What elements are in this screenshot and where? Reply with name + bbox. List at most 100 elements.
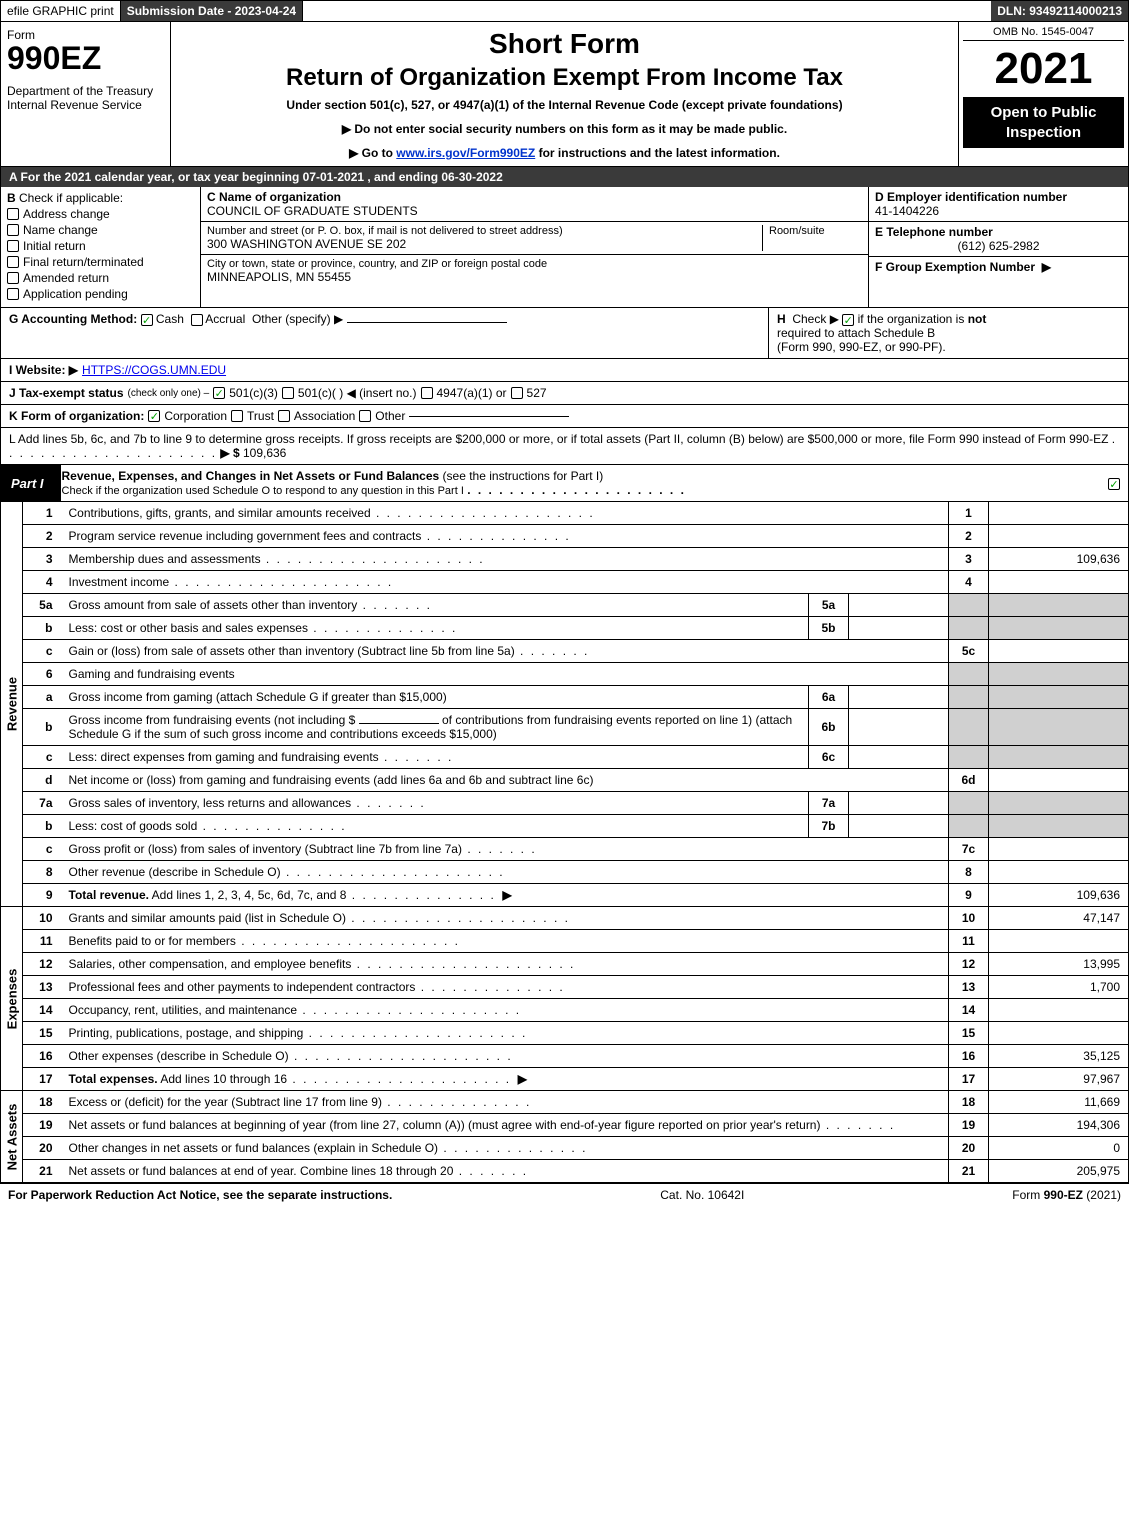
efile-print-label: efile GRAPHIC print xyxy=(7,4,114,18)
line-15: 15Printing, publications, postage, and s… xyxy=(1,1022,1129,1045)
section-c: C Name of organization COUNCIL OF GRADUA… xyxy=(201,187,868,307)
c-city-label: City or town, state or province, country… xyxy=(207,258,862,270)
other-org-line[interactable] xyxy=(409,416,569,417)
part-i-header: Part I Revenue, Expenses, and Changes in… xyxy=(0,465,1129,502)
chk-501c[interactable] xyxy=(282,387,294,399)
short-form-title: Short Form xyxy=(181,28,948,60)
val-2 xyxy=(989,525,1129,548)
line-8: 8Other revenue (describe in Schedule O) … xyxy=(1,861,1129,884)
line-14: 14Occupancy, rent, utilities, and mainte… xyxy=(1,999,1129,1022)
other-specify-line[interactable] xyxy=(347,322,507,323)
line-6a: aGross income from gaming (attach Schedu… xyxy=(1,686,1129,709)
d-ein-label: D Employer identification number xyxy=(875,190,1122,204)
form-header: Form 990EZ Department of the Treasury In… xyxy=(0,22,1129,167)
header-right: OMB No. 1545-0047 2021 Open to Public In… xyxy=(958,22,1128,166)
section-h: H Check ▶ if the organization is not req… xyxy=(768,308,1128,358)
line-11: 11Benefits paid to or for members 11 xyxy=(1,930,1129,953)
room-suite-label: Room/suite xyxy=(769,225,862,237)
gross-receipts-value: 109,636 xyxy=(243,446,286,460)
chk-final-return[interactable]: Final return/terminated xyxy=(7,255,194,269)
part-i-tab: Part I xyxy=(1,472,54,495)
chk-trust[interactable] xyxy=(231,410,243,422)
val-18: 11,669 xyxy=(989,1091,1129,1114)
line-10: Expenses 10Grants and similar amounts pa… xyxy=(1,907,1129,930)
line-19: 19Net assets or fund balances at beginni… xyxy=(1,1114,1129,1137)
val-6d xyxy=(989,769,1129,792)
submission-date: Submission Date - 2023-04-24 xyxy=(121,1,303,21)
org-city: MINNEAPOLIS, MN 55455 xyxy=(207,270,862,284)
chk-address-change[interactable]: Address change xyxy=(7,207,194,221)
val-19: 194,306 xyxy=(989,1114,1129,1137)
val-17: 97,967 xyxy=(989,1068,1129,1091)
line-18: Net Assets 18Excess or (deficit) for the… xyxy=(1,1091,1129,1114)
irs-link[interactable]: www.irs.gov/Form990EZ xyxy=(396,146,535,160)
org-street: 300 WASHINGTON AVENUE SE 202 xyxy=(207,237,762,251)
chk-accrual[interactable] xyxy=(191,314,203,326)
chk-amended-return[interactable]: Amended return xyxy=(7,271,194,285)
omb-number: OMB No. 1545-0047 xyxy=(963,26,1124,41)
chk-part-i-schedule-o[interactable] xyxy=(1108,478,1120,490)
block-bcdef: B Check if applicable: Address change Na… xyxy=(0,187,1129,308)
val-11 xyxy=(989,930,1129,953)
chk-501c3[interactable] xyxy=(213,387,225,399)
chk-4947[interactable] xyxy=(421,387,433,399)
line-12: 12Salaries, other compensation, and empl… xyxy=(1,953,1129,976)
line-6d: dNet income or (loss) from gaming and fu… xyxy=(1,769,1129,792)
netassets-side-label: Net Assets xyxy=(4,1103,19,1170)
line-20: 20Other changes in net assets or fund ba… xyxy=(1,1137,1129,1160)
val-3: 109,636 xyxy=(989,548,1129,571)
efile-print[interactable]: efile GRAPHIC print xyxy=(1,1,121,21)
val-9: 109,636 xyxy=(989,884,1129,907)
header-mid: Short Form Return of Organization Exempt… xyxy=(171,22,958,166)
line-9: 9Total revenue. Add lines 1, 2, 3, 4, 5c… xyxy=(1,884,1129,907)
chk-h[interactable] xyxy=(842,314,854,326)
chk-application-pending[interactable]: Application pending xyxy=(7,287,194,301)
line-5a: 5aGross amount from sale of assets other… xyxy=(1,594,1129,617)
line-6c: cLess: direct expenses from gaming and f… xyxy=(1,746,1129,769)
chk-name-change[interactable]: Name change xyxy=(7,223,194,237)
c-street-label: Number and street (or P. O. box, if mail… xyxy=(207,225,762,237)
department: Department of the Treasury Internal Reve… xyxy=(7,84,164,112)
chk-527[interactable] xyxy=(511,387,523,399)
section-b: B Check if applicable: Address change Na… xyxy=(1,187,201,307)
chk-other-org[interactable] xyxy=(359,410,371,422)
val-10: 47,147 xyxy=(989,907,1129,930)
val-1 xyxy=(989,502,1129,525)
val-15 xyxy=(989,1022,1129,1045)
val-7c xyxy=(989,838,1129,861)
row-k-form-org: K Form of organization: Corporation Trus… xyxy=(0,405,1129,428)
revenue-side-label: Revenue xyxy=(4,677,19,731)
subtitle: Under section 501(c), 527, or 4947(a)(1)… xyxy=(181,98,948,112)
row-g-h: G Accounting Method: Cash Accrual Other … xyxy=(0,308,1129,359)
val-20: 0 xyxy=(989,1137,1129,1160)
footer-form: Form 990-EZ (2021) xyxy=(1012,1188,1121,1202)
note-ssn: ▶ Do not enter social security numbers o… xyxy=(181,122,948,136)
chk-initial-return[interactable]: Initial return xyxy=(7,239,194,253)
line-1: Revenue 1 Contributions, gifts, grants, … xyxy=(1,502,1129,525)
footer-left: For Paperwork Reduction Act Notice, see … xyxy=(8,1188,392,1202)
e-phone-label: E Telephone number xyxy=(875,225,1122,239)
main-title: Return of Organization Exempt From Incom… xyxy=(181,64,948,92)
line-7b: bLess: cost of goods sold 7b xyxy=(1,815,1129,838)
row-j-tax-exempt: J Tax-exempt status (check only one) – 5… xyxy=(0,382,1129,405)
line-3: 3Membership dues and assessments 3109,63… xyxy=(1,548,1129,571)
line-2: 2Program service revenue including gover… xyxy=(1,525,1129,548)
line-16: 16Other expenses (describe in Schedule O… xyxy=(1,1045,1129,1068)
val-21: 205,975 xyxy=(989,1160,1129,1183)
line-17: 17Total expenses. Add lines 10 through 1… xyxy=(1,1068,1129,1091)
val-14 xyxy=(989,999,1129,1022)
open-to-public: Open to Public Inspection xyxy=(963,97,1124,148)
val-16: 35,125 xyxy=(989,1045,1129,1068)
form-number: 990EZ xyxy=(7,42,164,74)
line-5b: bLess: cost or other basis and sales exp… xyxy=(1,617,1129,640)
page-footer: For Paperwork Reduction Act Notice, see … xyxy=(0,1183,1129,1206)
website-link[interactable]: HTTPS://COGS.UMN.EDU xyxy=(82,363,226,377)
line-4: 4Investment income 4 xyxy=(1,571,1129,594)
chk-corporation[interactable] xyxy=(148,410,160,422)
chk-association[interactable] xyxy=(278,410,290,422)
row-a-tax-year: A For the 2021 calendar year, or tax yea… xyxy=(0,167,1129,187)
f-arrow: ▶ xyxy=(1042,260,1051,274)
chk-cash[interactable] xyxy=(141,314,153,326)
line-21: 21Net assets or fund balances at end of … xyxy=(1,1160,1129,1183)
top-bar: efile GRAPHIC print Submission Date - 20… xyxy=(0,0,1129,22)
